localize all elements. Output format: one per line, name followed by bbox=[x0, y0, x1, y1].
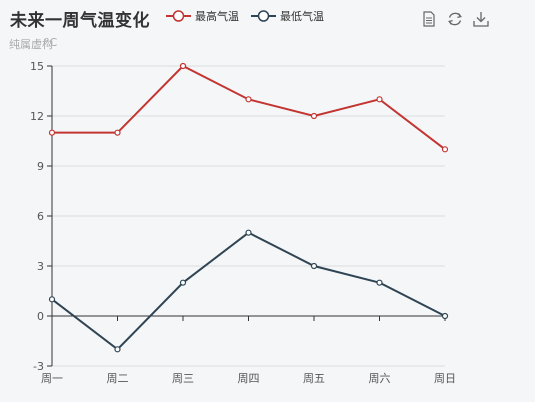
data-point bbox=[310, 262, 318, 270]
y-tick-label: 6 bbox=[37, 210, 44, 223]
x-tick-label: 周四 bbox=[238, 372, 260, 385]
x-tick-label: 周一 bbox=[41, 372, 63, 385]
y-tick-label: 15 bbox=[30, 60, 44, 73]
y-tick-label: 3 bbox=[37, 260, 44, 273]
legend-line-icon bbox=[251, 10, 276, 22]
data-view-icon[interactable] bbox=[420, 10, 438, 28]
data-point bbox=[114, 346, 121, 353]
x-tick-label: 周三 bbox=[172, 372, 194, 385]
save-as-image-icon[interactable] bbox=[472, 10, 490, 28]
x-tick-label: 周五 bbox=[303, 372, 325, 385]
chart-title: 未来一周气温变化 bbox=[10, 11, 150, 31]
y-tick-label: 9 bbox=[37, 160, 44, 173]
y-tick-label: -3 bbox=[33, 360, 44, 373]
y-tick-label: 0 bbox=[37, 310, 44, 323]
legend-item-high[interactable]: 最高气温 bbox=[166, 8, 239, 24]
x-tick-label: 周二 bbox=[107, 372, 129, 385]
data-point bbox=[376, 279, 383, 286]
y-tick-label: 12 bbox=[30, 110, 44, 123]
data-point bbox=[48, 296, 56, 303]
legend-item-low[interactable]: 最低气温 bbox=[251, 8, 324, 24]
data-point bbox=[376, 96, 383, 103]
x-tick-label: 周六 bbox=[369, 372, 391, 385]
data-point bbox=[441, 312, 449, 320]
data-point bbox=[48, 129, 56, 136]
data-point bbox=[310, 112, 318, 120]
legend-line-icon bbox=[166, 10, 191, 22]
data-point bbox=[114, 129, 121, 136]
legend-label-low: 最低气温 bbox=[280, 10, 324, 23]
toolbox bbox=[420, 10, 490, 28]
restore-icon[interactable] bbox=[446, 10, 464, 28]
data-point bbox=[179, 279, 187, 286]
legend: 最高气温 最低气温 bbox=[166, 8, 336, 24]
series-line-0 bbox=[52, 64, 446, 151]
data-point bbox=[245, 96, 252, 103]
data-point bbox=[179, 62, 187, 70]
chart-subtitle: 纯属虚构 bbox=[9, 38, 53, 51]
y-axis-unit: °C bbox=[44, 36, 58, 49]
x-tick-label: 周日 bbox=[434, 372, 456, 385]
data-point bbox=[441, 146, 449, 153]
data-point bbox=[245, 229, 252, 236]
series-line-1 bbox=[51, 231, 446, 351]
legend-label-high: 最高气温 bbox=[195, 10, 239, 23]
